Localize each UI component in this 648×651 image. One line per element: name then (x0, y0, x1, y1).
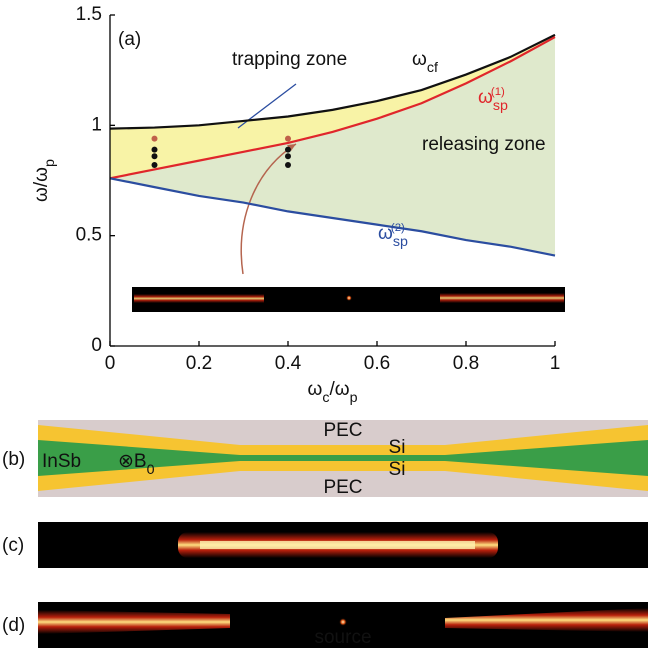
figure: 00.20.40.60.8100.511.5ωc/ωpω/ωp(a)ωcfωsp… (0, 0, 648, 651)
panel-label: (c) (2, 535, 24, 556)
material-label: InSb (42, 451, 81, 472)
text-part: /ω (329, 379, 349, 400)
y-axis-label: ω/ωp (31, 159, 58, 202)
annotation: trapping zone (232, 49, 347, 70)
x-tick-label: 0.6 (364, 353, 390, 374)
panel-label: (d) (2, 615, 25, 636)
x-tick-label: 0.4 (275, 353, 302, 374)
curve-label: ωcf (412, 49, 438, 76)
layer-label: PEC (323, 420, 362, 441)
panel-label: (b) (2, 449, 25, 470)
point (152, 153, 158, 159)
x-tick-label: 0 (105, 353, 116, 374)
text-part: p (350, 390, 358, 406)
text-part: ω (307, 379, 322, 400)
point (285, 147, 291, 153)
layer-label: Si (389, 437, 406, 458)
text-part: p (42, 159, 58, 167)
layer-label: PEC (323, 477, 362, 498)
text-part: ω (412, 49, 427, 70)
layer-label: Si (389, 459, 406, 480)
point (152, 136, 158, 142)
point (285, 136, 291, 142)
x-tick-label: 1 (550, 353, 561, 374)
x-axis-label: ωc/ωp (307, 379, 357, 406)
curve-label: ωsp(2) (378, 222, 408, 250)
text-part: sp (393, 234, 408, 250)
y-tick-label: 0.5 (76, 225, 102, 246)
text-part: ⊗B (118, 451, 147, 472)
point (285, 162, 291, 168)
text-part: (2) (391, 222, 405, 234)
source-label: source (314, 627, 371, 648)
annotation: releasing zone (422, 134, 546, 155)
point (152, 162, 158, 168)
text-part: ω/ω (31, 167, 52, 202)
field-map-a (132, 287, 565, 312)
text-part: cf (427, 60, 438, 76)
point (152, 147, 158, 153)
field-map-c (38, 522, 648, 568)
y-tick-label: 1 (91, 114, 102, 135)
text-part: 0 (147, 462, 155, 478)
y-tick-label: 0 (91, 335, 102, 356)
text-part: (1) (491, 86, 505, 98)
text-part: c (322, 390, 329, 406)
text-part: sp (493, 98, 508, 114)
x-tick-label: 0.2 (186, 353, 212, 374)
y-tick-label: 1.5 (76, 4, 102, 25)
point (285, 153, 291, 159)
panel-label: (a) (118, 29, 141, 50)
x-tick-label: 0.8 (453, 353, 479, 374)
